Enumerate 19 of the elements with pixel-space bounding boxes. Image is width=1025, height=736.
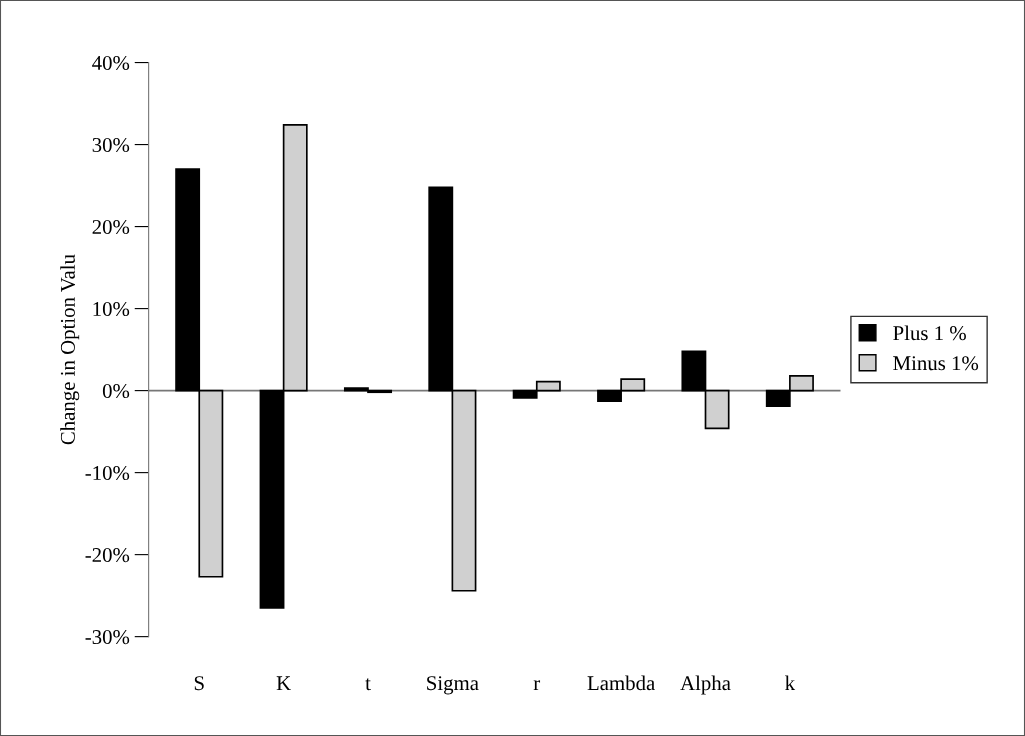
x-tick-label: t: [365, 678, 371, 691]
y-tick-label: 20%: [92, 219, 130, 235]
x-tick-label: Sigma: [427, 676, 479, 695]
y-tick-label: 10%: [93, 301, 130, 317]
y-tick-label: 0%: [102, 383, 130, 399]
y-tick-label: 30%: [92, 137, 130, 153]
y-axis-title: Change in Option Valu: [60, 254, 80, 445]
x-tick-label: k: [785, 675, 796, 690]
x-tick-label: Lambda: [587, 675, 655, 691]
x-tick-label: Alpha: [680, 675, 731, 695]
legend-label: Plus 1 %: [893, 325, 966, 341]
x-tick-label: K: [276, 676, 291, 690]
y-tick-label: -10%: [85, 465, 130, 481]
y-tick-label: -20%: [85, 548, 130, 563]
legend-label: Minus 1%: [893, 356, 979, 371]
y-tick-label: -30%: [85, 630, 130, 645]
x-tick-label: r: [533, 680, 541, 690]
x-tick-label: S: [194, 676, 204, 691]
y-tick-label: 40%: [92, 55, 130, 71]
